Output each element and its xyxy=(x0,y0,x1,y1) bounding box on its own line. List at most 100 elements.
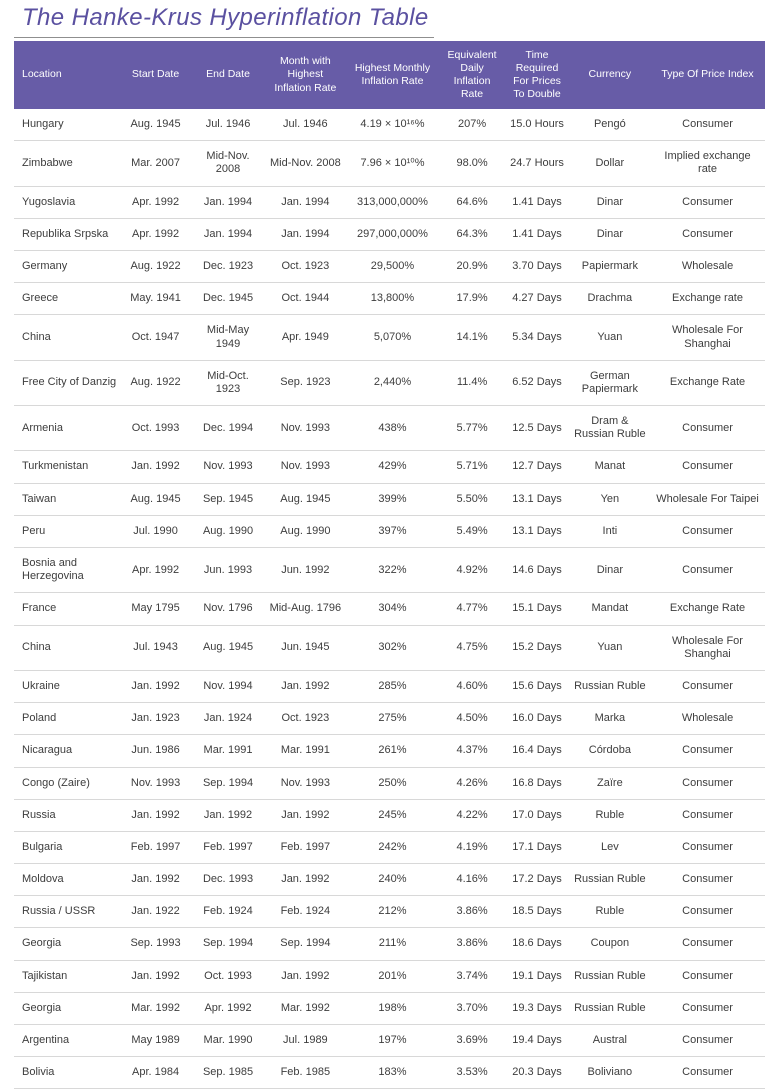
table-cell: 4.77% xyxy=(439,592,505,626)
table-cell: 183% xyxy=(345,1056,440,1089)
table-row: China Oct. 1947 Mid-May 1949 Apr. 1949 5,070… xyxy=(14,314,765,361)
table-cell: 245% xyxy=(345,799,440,832)
table-cell: 3.70 Days xyxy=(504,250,570,284)
table-cell: 1.41 Days xyxy=(504,218,570,251)
table-cell: Mar. 1992 xyxy=(265,992,346,1026)
table-cell: 3.86% xyxy=(439,895,505,929)
table-cell: 64.6% xyxy=(439,186,505,219)
table-cell: Oct. 1923 xyxy=(265,702,346,736)
table-cell: Wholesale For Shanghai xyxy=(650,314,765,361)
table-cell: Feb. 1997 xyxy=(265,831,346,865)
table-cell: Aug. 1922 xyxy=(120,250,191,284)
table-cell: Aug. 1945 xyxy=(120,109,191,142)
table-cell: Yen xyxy=(569,483,651,516)
table-cell: 15.2 Days xyxy=(504,625,570,671)
table-cell: May. 1941 xyxy=(120,282,191,316)
table-cell: Dinar xyxy=(569,186,651,219)
table-cell: Consumer xyxy=(650,799,765,832)
table-cell: 302% xyxy=(345,625,440,671)
table-cell: Russian Ruble xyxy=(569,670,651,704)
table-cell: 16.4 Days xyxy=(504,734,570,768)
table-cell: 14.1% xyxy=(439,314,505,361)
table-cell: Zaïre xyxy=(569,767,651,800)
table-cell: Nov. 1993 xyxy=(190,450,266,484)
table-cell: 13.1 Days xyxy=(504,483,570,516)
table-row: Yugoslavia Apr. 1992 Jan. 1994 Jan. 1994 313… xyxy=(14,186,765,219)
table-cell: 4.16% xyxy=(439,863,505,897)
table-cell: Apr. 1992 xyxy=(120,547,191,594)
table-cell: Zimbabwe xyxy=(14,140,121,187)
table-cell: Mar. 1991 xyxy=(265,734,346,768)
table-cell: Wholesale xyxy=(650,702,765,736)
table-cell: Exchange rate xyxy=(650,282,765,316)
table-cell: Jun. 1945 xyxy=(265,625,346,671)
table-row: Turkmenistan Jan. 1992 Nov. 1993 Nov. 1993 4… xyxy=(14,450,765,484)
table-cell: Nov. 1993 xyxy=(265,450,346,484)
table-cell: 4.27 Days xyxy=(504,282,570,316)
table-row: Nicaragua Jun. 1986 Mar. 1991 Mar. 1991 261%… xyxy=(14,734,765,768)
table-cell: 297,000,000% xyxy=(345,218,440,251)
table-row: Greece May. 1941 Dec. 1945 Oct. 1944 13,800%… xyxy=(14,282,765,316)
table-cell: 3.86% xyxy=(439,927,505,961)
table-cell: Jan. 1992 xyxy=(120,799,191,832)
table-cell: 261% xyxy=(345,734,440,768)
table-cell: Sep. 1994 xyxy=(265,927,346,961)
table-cell: Greece xyxy=(14,282,121,316)
table-cell: Yugoslavia xyxy=(14,186,121,219)
table-cell: Argentina xyxy=(14,1024,121,1058)
table-cell: 4.50% xyxy=(439,702,505,736)
table-cell: Mid-Nov. 2008 xyxy=(265,140,346,187)
table-cell: 3.74% xyxy=(439,960,505,993)
table-cell: France xyxy=(14,592,121,626)
table-cell: Drachma xyxy=(569,282,651,316)
table-cell: Jan. 1994 xyxy=(190,218,266,251)
table-cell: Sep. 1985 xyxy=(190,1056,266,1089)
table-row: Germany Aug. 1922 Dec. 1923 Oct. 1923 29,500… xyxy=(14,250,765,284)
table-cell: China xyxy=(14,314,121,361)
table-row: Russia / USSR Jan. 1922 Feb. 1924 Feb. 1924… xyxy=(14,895,765,929)
table-cell: 6.52 Days xyxy=(504,360,570,407)
table-cell: 1.41 Days xyxy=(504,186,570,219)
table-cell: Consumer xyxy=(650,670,765,704)
table-cell: Feb. 1985 xyxy=(265,1056,346,1089)
table-cell: 64.3% xyxy=(439,218,505,251)
table-row: Congo (Zaire) Nov. 1993 Sep. 1994 Nov. 1993… xyxy=(14,767,765,800)
table-cell: 429% xyxy=(345,450,440,484)
table-cell: Córdoba xyxy=(569,734,651,768)
table-cell: Nov. 1993 xyxy=(120,767,191,800)
table-cell: 3.70% xyxy=(439,992,505,1026)
table-row: Moldova Jan. 1992 Dec. 1993 Jan. 1992 240% 4.… xyxy=(14,863,765,897)
table-cell: 20.9% xyxy=(439,250,505,284)
table-cell: Jan. 1992 xyxy=(265,863,346,897)
table-row: Free City of Danzig Aug. 1922 Mid-Oct. 192… xyxy=(14,360,765,407)
table-cell: Sep. 1923 xyxy=(265,360,346,407)
table-cell: Wholesale For Shanghai xyxy=(650,625,765,671)
table-cell: Jul. 1946 xyxy=(190,109,266,142)
table-cell: Lev xyxy=(569,831,651,865)
table-cell: Yuan xyxy=(569,625,651,671)
table-cell: Armenia xyxy=(14,405,121,452)
table-cell: 19.1 Days xyxy=(504,960,570,993)
table-cell: Poland xyxy=(14,702,121,736)
table-cell: Jan. 1992 xyxy=(265,960,346,993)
hyperinflation-table: Location Start Date End Date Month with … xyxy=(14,41,765,1089)
title-underline xyxy=(14,37,434,38)
table-cell: Oct. 1923 xyxy=(265,250,346,284)
table-cell: 4.22% xyxy=(439,799,505,832)
table-cell: Consumer xyxy=(650,927,765,961)
table-cell: Marka xyxy=(569,702,651,736)
table-cell: Mar. 1992 xyxy=(120,992,191,1026)
table-cell: Jan. 1994 xyxy=(265,186,346,219)
table-cell: 17.2 Days xyxy=(504,863,570,897)
table-cell: 5.49% xyxy=(439,515,505,549)
table-cell: Apr. 1992 xyxy=(190,992,266,1026)
table-cell: 19.4 Days xyxy=(504,1024,570,1058)
table-cell: Consumer xyxy=(650,992,765,1026)
table-cell: Jul. 1990 xyxy=(120,515,191,549)
column-header-end-date: End Date xyxy=(190,41,266,109)
table-cell: Congo (Zaire) xyxy=(14,767,121,800)
table-cell: 98.0% xyxy=(439,140,505,187)
table-cell: Jan. 1922 xyxy=(120,895,191,929)
table-cell: Georgia xyxy=(14,927,121,961)
